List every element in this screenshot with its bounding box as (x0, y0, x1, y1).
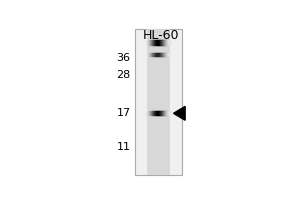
Text: 28: 28 (116, 70, 130, 80)
Text: 36: 36 (116, 53, 130, 63)
Text: 11: 11 (116, 142, 130, 152)
Bar (147, 29, 170, 175)
Polygon shape (173, 106, 185, 120)
Bar (135, 29, 182, 175)
Text: HL-60: HL-60 (142, 29, 179, 42)
Text: 17: 17 (116, 108, 130, 118)
